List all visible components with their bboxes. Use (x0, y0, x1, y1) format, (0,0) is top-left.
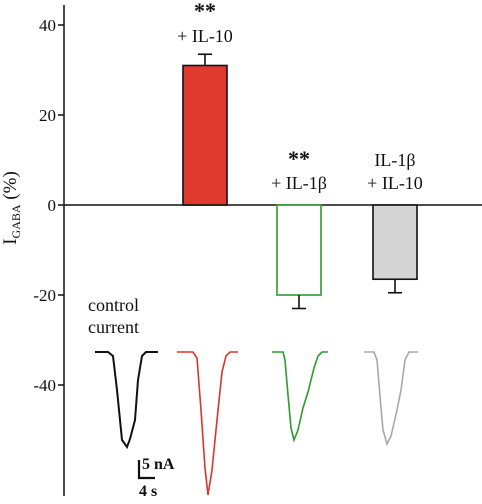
control-label-line-1: control (88, 295, 139, 315)
scale-amplitude-label: 5 nA (142, 456, 175, 473)
scale-bar (137, 460, 155, 480)
significance-stars-1: ** (288, 146, 310, 171)
y-tick-label-1: 20 (39, 106, 56, 125)
trace-control (95, 351, 158, 450)
bar-label-2-0: IL-1β (374, 150, 415, 170)
y-tick-label-0: 40 (39, 16, 56, 35)
bar-label-0-0: + IL-10 (177, 26, 233, 46)
trace-il1b-il10 (364, 351, 418, 447)
bar-2 (372, 204, 418, 281)
y-tick-label-4: -40 (33, 376, 56, 395)
trace-il10 (177, 351, 238, 496)
y-tick-label-2: 0 (48, 196, 57, 215)
control-label-line-2: current (88, 317, 139, 337)
current-traces: control current 5 nA 4 s (88, 295, 418, 500)
y-tick-label-3: -20 (33, 286, 56, 305)
bars (182, 53, 418, 310)
significance-stars-0: ** (194, 0, 216, 23)
trace-il1b (272, 351, 328, 443)
bar-1 (276, 204, 322, 296)
bar-label-2-1: + IL-10 (367, 173, 423, 193)
bar-label-1-0: + IL-1β (271, 173, 327, 193)
y-axis-label-text: IGABA (%) (0, 171, 23, 245)
bar-0 (182, 64, 228, 206)
y-axis-label: IGABA (%) (0, 171, 23, 245)
scale-time-label: 4 s (139, 483, 157, 499)
